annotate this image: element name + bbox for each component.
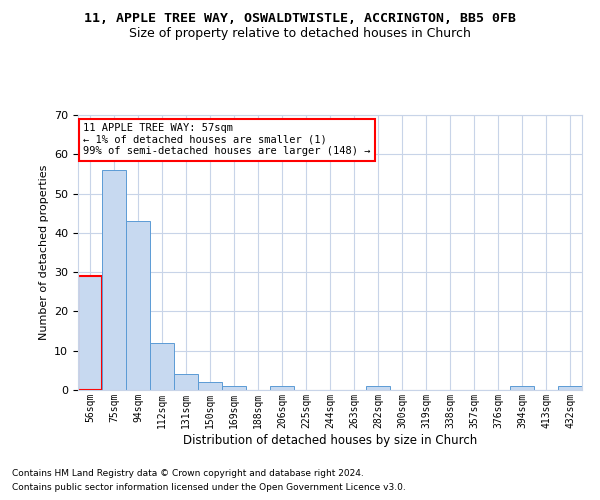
Bar (270, 386, 294, 390)
Text: Contains HM Land Registry data © Crown copyright and database right 2024.: Contains HM Land Registry data © Crown c… (12, 468, 364, 477)
Bar (510, 386, 534, 390)
X-axis label: Distribution of detached houses by size in Church: Distribution of detached houses by size … (183, 434, 477, 446)
Text: 11 APPLE TREE WAY: 57sqm
← 1% of detached houses are smaller (1)
99% of semi-det: 11 APPLE TREE WAY: 57sqm ← 1% of detache… (83, 123, 371, 156)
Bar (198, 382, 222, 390)
Bar (78, 276, 102, 390)
Bar (150, 343, 174, 390)
Bar (126, 221, 150, 390)
Bar (222, 386, 246, 390)
Bar (102, 170, 126, 390)
Text: Size of property relative to detached houses in Church: Size of property relative to detached ho… (129, 28, 471, 40)
Bar (366, 386, 390, 390)
Bar (558, 386, 582, 390)
Y-axis label: Number of detached properties: Number of detached properties (38, 165, 49, 340)
Text: Contains public sector information licensed under the Open Government Licence v3: Contains public sector information licen… (12, 484, 406, 492)
Bar (174, 374, 198, 390)
Text: 11, APPLE TREE WAY, OSWALDTWISTLE, ACCRINGTON, BB5 0FB: 11, APPLE TREE WAY, OSWALDTWISTLE, ACCRI… (84, 12, 516, 26)
